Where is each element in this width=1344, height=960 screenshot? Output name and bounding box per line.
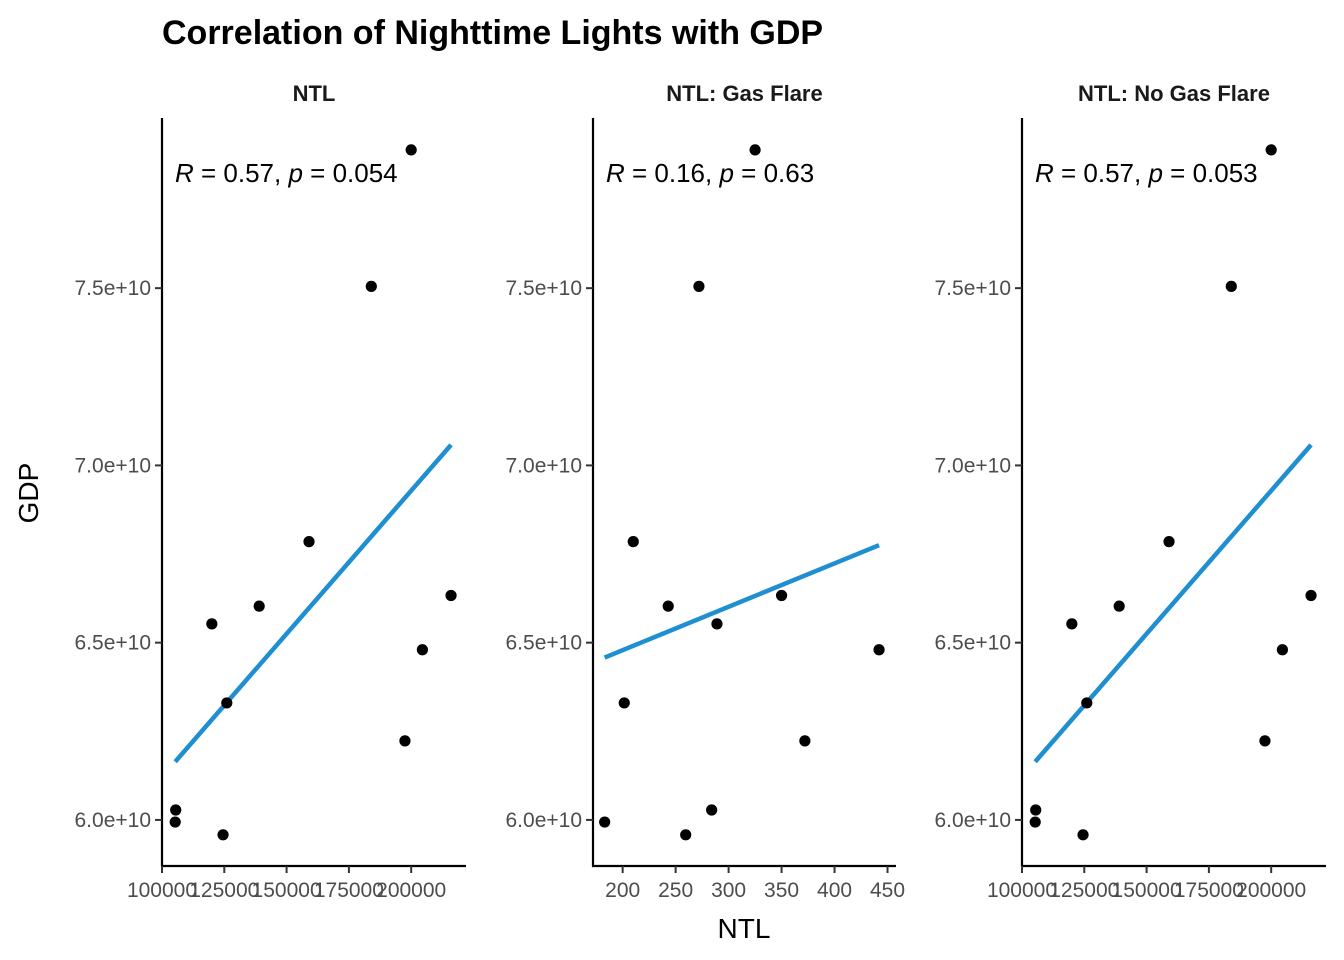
data-point — [711, 618, 723, 630]
y-tick-label: 7.0e+10 — [935, 454, 1012, 477]
y-tick-label: 7.5e+10 — [935, 277, 1012, 300]
data-point — [1276, 644, 1288, 656]
data-point — [365, 280, 377, 292]
x-tick-label: 400 — [817, 879, 852, 902]
y-tick-label: 6.0e+10 — [506, 809, 583, 832]
annotation-part: R — [1035, 158, 1054, 188]
x-tick-label: 350 — [764, 879, 799, 902]
x-tick-label: 200000 — [376, 879, 446, 902]
data-point — [416, 644, 428, 656]
y-tick-label: 7.5e+10 — [506, 277, 583, 300]
annotation-part: R — [175, 158, 194, 188]
data-point — [1305, 589, 1317, 602]
annotation-part: = 0.63 — [734, 158, 814, 188]
chart-title: Correlation of Nighttime Lights with GDP — [162, 14, 823, 52]
data-point — [749, 144, 761, 156]
y-tick-label: 6.0e+10 — [935, 809, 1012, 832]
data-point — [445, 589, 457, 602]
data-point — [1265, 144, 1277, 156]
annotation-part: = 0.57, — [194, 158, 289, 188]
data-point — [169, 816, 181, 828]
data-point — [399, 735, 411, 747]
correlation-annotation: R = 0.16, p = 0.63 — [606, 158, 814, 188]
regression-line — [603, 543, 880, 660]
data-point — [706, 804, 718, 816]
data-point — [1030, 804, 1042, 816]
data-point — [873, 644, 885, 656]
x-tick-label: 250 — [658, 879, 693, 902]
x-tick-label: 125000 — [189, 879, 259, 902]
y-axis-title: GDP — [13, 463, 44, 524]
correlation-annotation: R = 0.57, p = 0.053 — [1035, 158, 1258, 188]
data-point — [775, 589, 788, 602]
data-point — [1029, 816, 1041, 828]
data-point — [680, 829, 692, 841]
data-point — [170, 804, 182, 816]
y-tick-label: 7.0e+10 — [75, 454, 152, 477]
correlation-annotation: R = 0.57, p = 0.054 — [175, 158, 398, 188]
x-tick-label: 100000 — [127, 879, 197, 902]
data-point — [693, 280, 705, 292]
facet-panels: NTL6.0e+106.5e+107.0e+107.5e+10100000125… — [75, 81, 1326, 902]
facet-strip-label: NTL — [293, 81, 336, 106]
data-point — [1113, 600, 1125, 612]
annotation-part: = 0.57, — [1054, 158, 1149, 188]
annotation-part: = 0.16, — [625, 158, 720, 188]
facet-panel-3: NTL: No Gas Flare 6.0e+10 6.5e+10 7.0e+10 7.… — [935, 81, 1326, 902]
data-point — [662, 600, 674, 612]
data-point — [206, 618, 218, 630]
data-point — [1066, 618, 1078, 630]
data-point — [1077, 829, 1089, 841]
annotation-part: = 0.053 — [1163, 158, 1258, 188]
annotation-part: p — [718, 158, 733, 188]
data-point — [217, 829, 229, 841]
data-point — [303, 536, 315, 548]
y-tick-label: 6.5e+10 — [75, 632, 152, 655]
facet-strip-label: NTL: Gas Flare — [666, 81, 822, 106]
data-point — [1081, 697, 1093, 709]
data-point — [627, 536, 639, 548]
data-point — [221, 697, 233, 709]
data-point — [1225, 280, 1237, 292]
facet-strip-label: NTL: No Gas Flare — [1078, 81, 1270, 106]
x-tick-label: 150000 — [252, 879, 322, 902]
facet-panel-1: NTL 6.0e+10 6.5e+10 7.0e+10 7.5e+10 100000125… — [75, 81, 466, 902]
x-axis-title: NTL — [718, 913, 771, 944]
y-tick-label: 6.0e+10 — [75, 809, 152, 832]
annotation-part: p — [287, 158, 302, 188]
y-tick-label: 7.0e+10 — [506, 454, 583, 477]
regression-line — [173, 443, 453, 764]
x-tick-label: 100000 — [987, 879, 1057, 902]
data-point — [405, 144, 417, 156]
data-point — [253, 600, 265, 612]
data-point — [1259, 735, 1271, 747]
x-tick-label: 175000 — [1174, 879, 1244, 902]
y-tick-label: 7.5e+10 — [75, 277, 152, 300]
x-tick-label: 200 — [605, 879, 640, 902]
x-tick-label: 125000 — [1049, 879, 1119, 902]
x-tick-label: 300 — [711, 879, 746, 902]
x-tick-label: 175000 — [314, 879, 384, 902]
x-tick-label: 150000 — [1112, 879, 1182, 902]
annotation-part: p — [1147, 158, 1162, 188]
annotation-part: = 0.054 — [303, 158, 398, 188]
data-point — [1163, 536, 1175, 548]
regression-line — [1033, 443, 1313, 764]
y-tick-label: 6.5e+10 — [935, 632, 1012, 655]
x-tick-label: 200000 — [1236, 879, 1306, 902]
y-tick-label: 6.5e+10 — [506, 632, 583, 655]
data-point — [599, 816, 611, 828]
facet-panel-2: NTL: Gas Flare 6.0e+10 6.5e+10 7.0e+10 7.5e+… — [506, 81, 906, 902]
x-tick-label: 450 — [870, 879, 905, 902]
data-point — [799, 735, 811, 747]
data-point — [618, 697, 630, 709]
annotation-part: R — [606, 158, 625, 188]
